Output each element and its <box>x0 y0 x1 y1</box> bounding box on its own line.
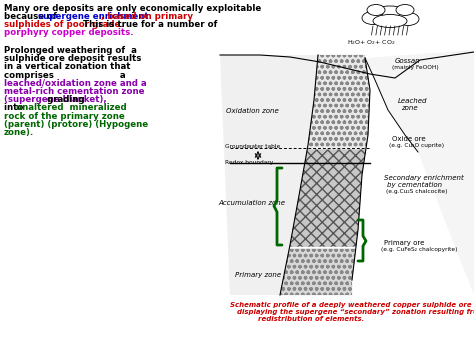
Text: because of: because of <box>4 12 60 21</box>
Text: Gossan: Gossan <box>395 58 420 64</box>
Text: , based on primary: , based on primary <box>101 12 193 21</box>
Text: porphyry copper deposits.: porphyry copper deposits. <box>4 28 134 37</box>
Text: into: into <box>4 103 29 113</box>
Text: (e.g.Cu₂S chalcocite): (e.g.Cu₂S chalcocite) <box>386 189 447 194</box>
Text: (e.g. CuFeS₂ chalcopyrite): (e.g. CuFeS₂ chalcopyrite) <box>381 247 457 252</box>
Text: grading: grading <box>44 95 84 104</box>
Ellipse shape <box>396 5 414 16</box>
Text: This is true for a number of: This is true for a number of <box>80 20 218 29</box>
Ellipse shape <box>362 11 384 24</box>
Text: metal-rich cementation zone: metal-rich cementation zone <box>4 87 145 96</box>
Text: zone).: zone). <box>4 128 34 137</box>
Text: displaying the supergene “secondary” zonation resulting from: displaying the supergene “secondary” zon… <box>237 309 474 315</box>
Text: (parent) (protore) (Hypogene: (parent) (protore) (Hypogene <box>4 120 148 129</box>
Text: Schematic profile of a deeply weathered copper sulphide ore deposit,: Schematic profile of a deeply weathered … <box>230 302 474 308</box>
Text: Primary zone: Primary zone <box>235 272 281 278</box>
Text: Oxide ore: Oxide ore <box>392 136 426 142</box>
Text: in a vertical zonation that: in a vertical zonation that <box>4 62 130 71</box>
Text: unaltered  mineralized: unaltered mineralized <box>16 103 127 113</box>
Text: (supergene blanket),: (supergene blanket), <box>4 95 107 104</box>
Text: redistribution of elements.: redistribution of elements. <box>258 316 364 322</box>
Polygon shape <box>308 55 370 147</box>
Text: supergene enrichment: supergene enrichment <box>38 12 149 21</box>
Polygon shape <box>280 249 356 295</box>
Polygon shape <box>365 50 474 295</box>
Text: Leached: Leached <box>398 98 428 104</box>
Text: Accumulation zone: Accumulation zone <box>218 200 285 206</box>
Text: comprises                      a: comprises a <box>4 71 126 80</box>
Text: Redox boundary: Redox boundary <box>225 160 273 165</box>
Text: Groundwater table: Groundwater table <box>225 144 280 149</box>
Text: zone: zone <box>401 105 418 111</box>
Text: Oxidation zone: Oxidation zone <box>226 108 279 114</box>
Text: H$_2$O+ O$_2$+ CO$_2$: H$_2$O+ O$_2$+ CO$_2$ <box>347 38 396 47</box>
Ellipse shape <box>373 15 407 27</box>
Polygon shape <box>220 55 318 295</box>
Text: Secondary enrichment: Secondary enrichment <box>384 175 464 181</box>
Text: sulphides of poor grade.: sulphides of poor grade. <box>4 20 124 29</box>
Polygon shape <box>290 149 366 246</box>
Text: Many ore deposits are only economically exploitable: Many ore deposits are only economically … <box>4 4 261 13</box>
Text: leached/oxidation zone and a: leached/oxidation zone and a <box>4 79 146 88</box>
Text: rock of the primary zone: rock of the primary zone <box>4 111 125 121</box>
Ellipse shape <box>367 5 385 16</box>
Text: Primary ore: Primary ore <box>384 240 424 246</box>
Text: (e.g. Cu₂O cuprite): (e.g. Cu₂O cuprite) <box>389 143 444 148</box>
Text: Prolonged weathering of  a: Prolonged weathering of a <box>4 46 137 55</box>
Text: (mainly FeOOH): (mainly FeOOH) <box>392 65 439 70</box>
Ellipse shape <box>371 6 409 22</box>
Text: by cementation: by cementation <box>387 182 442 188</box>
Ellipse shape <box>397 12 419 26</box>
Text: sulphide ore deposit results: sulphide ore deposit results <box>4 54 141 63</box>
